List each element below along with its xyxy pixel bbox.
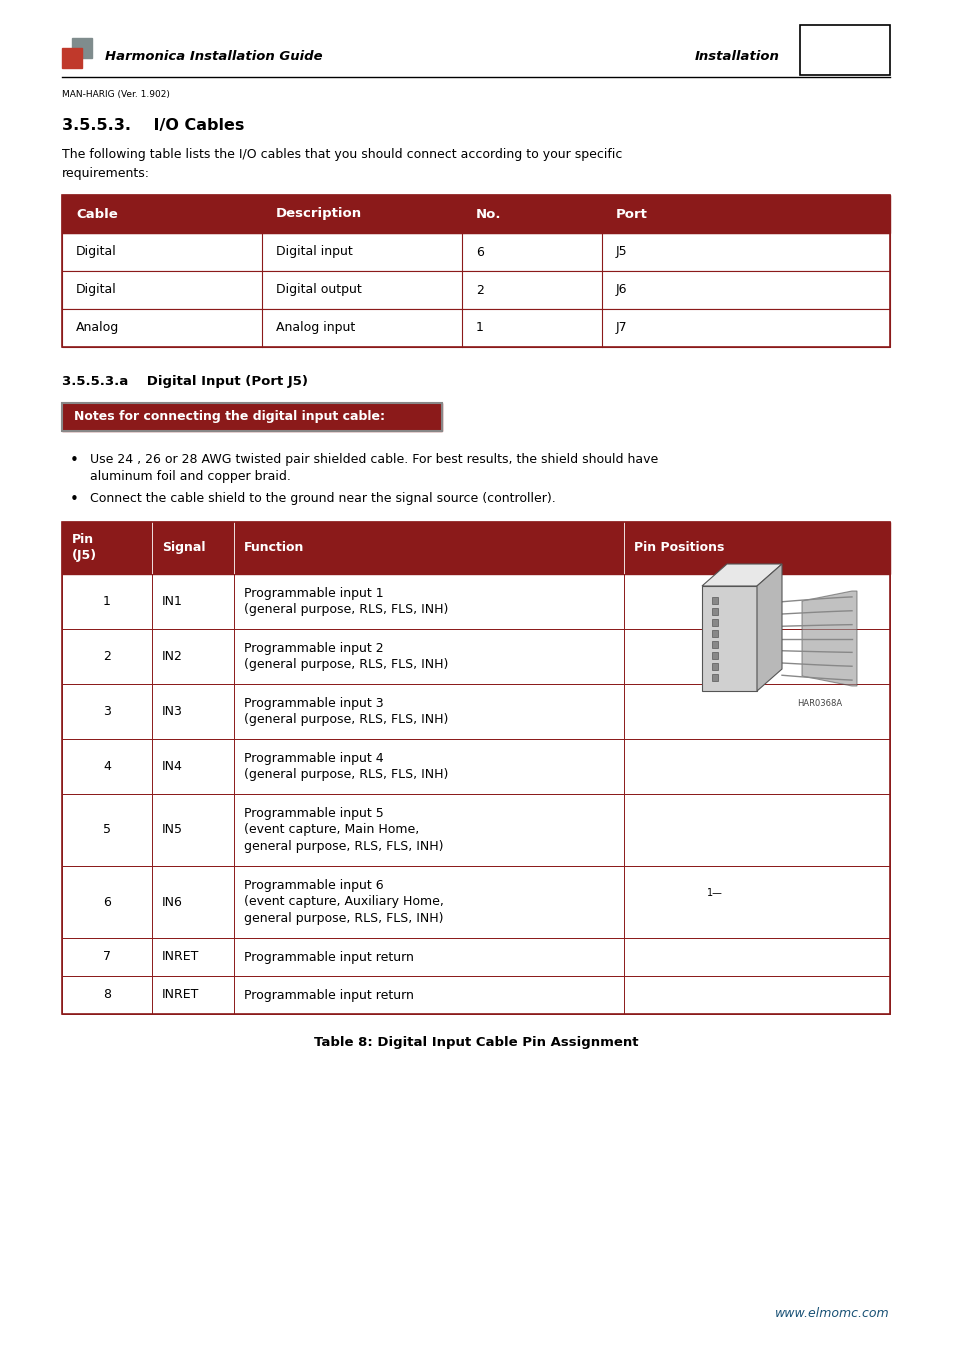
- Text: Function: Function: [244, 541, 304, 555]
- Bar: [711, 674, 718, 680]
- Bar: [62, 522, 889, 574]
- Text: Pin
(J5): Pin (J5): [71, 533, 97, 563]
- Text: Programmable input 6
(event capture, Auxiliary Home,
general purpose, RLS, FLS, : Programmable input 6 (event capture, Aux…: [244, 879, 443, 925]
- Text: Connect the cable shield to the ground near the signal source (controller).: Connect the cable shield to the ground n…: [90, 491, 556, 505]
- Bar: [711, 597, 718, 603]
- Bar: [62, 938, 889, 976]
- Text: IN4: IN4: [162, 760, 183, 774]
- Text: Use 24 , 26 or 28 AWG twisted pair shielded cable. For best results, the shield : Use 24 , 26 or 28 AWG twisted pair shiel…: [90, 454, 658, 466]
- Text: Programmable input return: Programmable input return: [244, 950, 414, 964]
- Text: 3: 3: [103, 705, 111, 718]
- Text: 6: 6: [476, 246, 483, 258]
- Bar: [62, 309, 889, 347]
- Text: 2: 2: [103, 649, 111, 663]
- Polygon shape: [757, 564, 781, 691]
- Text: Programmable input return: Programmable input return: [244, 988, 414, 1002]
- Text: 4: 4: [103, 760, 111, 774]
- Bar: [71, 38, 91, 58]
- Text: IN2: IN2: [162, 649, 183, 663]
- Text: Description: Description: [275, 208, 362, 220]
- Text: J6: J6: [616, 284, 627, 297]
- Text: Programmable input 2
(general purpose, RLS, FLS, INH): Programmable input 2 (general purpose, R…: [244, 641, 448, 671]
- Text: HAR0368A: HAR0368A: [796, 699, 841, 707]
- Text: 3.5.5.3.a    Digital Input (Port J5): 3.5.5.3.a Digital Input (Port J5): [62, 375, 308, 387]
- Text: Cable: Cable: [76, 208, 117, 220]
- Bar: [62, 234, 889, 271]
- Bar: [711, 620, 718, 626]
- Bar: [62, 271, 889, 309]
- Text: Programmable input 1
(general purpose, RLS, FLS, INH): Programmable input 1 (general purpose, R…: [244, 587, 448, 616]
- Text: Table 8: Digital Input Cable Pin Assignment: Table 8: Digital Input Cable Pin Assignm…: [314, 1035, 638, 1049]
- Text: Programmable input 4
(general purpose, RLS, FLS, INH): Programmable input 4 (general purpose, R…: [244, 752, 448, 782]
- Text: Programmable input 3
(general purpose, RLS, FLS, INH): Programmable input 3 (general purpose, R…: [244, 697, 448, 726]
- Text: IN1: IN1: [162, 595, 183, 608]
- Bar: [62, 522, 889, 1014]
- Bar: [711, 608, 718, 616]
- Polygon shape: [801, 591, 856, 686]
- Bar: [711, 652, 718, 659]
- Text: Signal: Signal: [162, 541, 205, 555]
- Bar: [62, 194, 889, 234]
- Text: IN6: IN6: [162, 895, 183, 909]
- Text: 5: 5: [103, 824, 111, 837]
- Text: 3.5.5.3.    I/O Cables: 3.5.5.3. I/O Cables: [62, 117, 244, 134]
- Bar: [62, 976, 889, 1014]
- Bar: [711, 630, 718, 637]
- Text: Analog: Analog: [76, 321, 119, 335]
- Text: •: •: [70, 454, 78, 468]
- Text: Digital output: Digital output: [275, 284, 361, 297]
- Text: IN5: IN5: [162, 824, 183, 837]
- Text: Programmable input 5
(event capture, Main Home,
general purpose, RLS, FLS, INH): Programmable input 5 (event capture, Mai…: [244, 807, 443, 853]
- Bar: [62, 684, 889, 738]
- Text: J7: J7: [616, 321, 627, 335]
- Polygon shape: [701, 586, 757, 691]
- Bar: [62, 794, 889, 865]
- Text: 36: 36: [829, 40, 860, 59]
- Bar: [62, 574, 889, 629]
- Bar: [62, 194, 889, 347]
- Bar: [62, 629, 889, 684]
- Text: 6: 6: [103, 895, 111, 909]
- Text: Port: Port: [616, 208, 647, 220]
- Text: No.: No.: [476, 208, 501, 220]
- Text: J5: J5: [616, 246, 627, 258]
- Text: 1: 1: [103, 595, 111, 608]
- Text: Harmonica Installation Guide: Harmonica Installation Guide: [105, 50, 322, 63]
- Bar: [62, 738, 889, 794]
- Text: Digital: Digital: [76, 284, 116, 297]
- Text: Digital input: Digital input: [275, 246, 353, 258]
- Bar: [800, 26, 889, 76]
- Text: INRET: INRET: [162, 950, 199, 964]
- Text: 1: 1: [476, 321, 483, 335]
- Text: Notes for connecting the digital input cable:: Notes for connecting the digital input c…: [74, 410, 385, 424]
- Text: Digital: Digital: [76, 246, 116, 258]
- Text: Installation: Installation: [695, 50, 780, 63]
- Bar: [62, 404, 441, 431]
- Text: The following table lists the I/O cables that you should connect according to yo: The following table lists the I/O cables…: [62, 148, 621, 161]
- Bar: [711, 663, 718, 670]
- Bar: [62, 49, 82, 68]
- Text: 8: 8: [103, 988, 111, 1002]
- Text: IN3: IN3: [162, 705, 183, 718]
- Text: MAN-HARIG (Ver. 1.902): MAN-HARIG (Ver. 1.902): [62, 90, 170, 99]
- Bar: [62, 404, 441, 431]
- Polygon shape: [701, 564, 781, 586]
- Text: 1—: 1—: [706, 888, 722, 898]
- Text: INRET: INRET: [162, 988, 199, 1002]
- Text: Analog input: Analog input: [275, 321, 355, 335]
- Text: requirements:: requirements:: [62, 167, 150, 180]
- Text: www.elmomc.com: www.elmomc.com: [775, 1307, 889, 1320]
- Text: 2: 2: [476, 284, 483, 297]
- Text: aluminum foil and copper braid.: aluminum foil and copper braid.: [90, 470, 291, 483]
- Bar: [62, 865, 889, 938]
- Text: •: •: [70, 491, 78, 508]
- Text: 7: 7: [103, 950, 111, 964]
- Bar: [711, 641, 718, 648]
- Text: Pin Positions: Pin Positions: [634, 541, 723, 555]
